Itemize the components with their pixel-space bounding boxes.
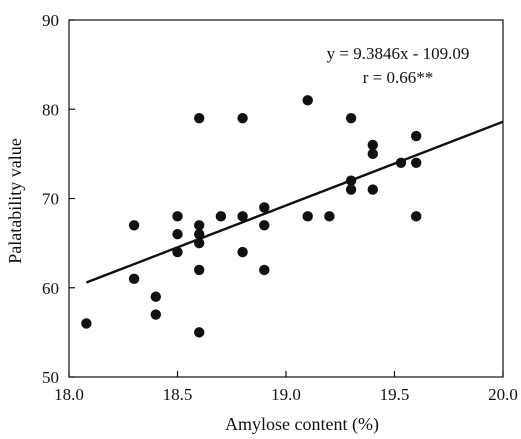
data-point (194, 264, 205, 276)
data-point (345, 175, 357, 186)
data-point (345, 184, 357, 195)
x-tick-label: 20.0 (488, 385, 518, 404)
data-point (411, 130, 422, 142)
data-point (172, 246, 183, 258)
data-point (172, 211, 183, 222)
y-tick-label: 60 (42, 279, 59, 298)
data-point (302, 211, 313, 222)
x-tick-label: 18.5 (163, 385, 193, 404)
data-point (194, 220, 205, 231)
data-point (345, 112, 357, 124)
data-point (150, 309, 161, 320)
data-point (172, 229, 183, 240)
data-point (237, 246, 248, 258)
data-point (237, 112, 248, 124)
data-points (81, 95, 422, 338)
regression-line (85, 120, 504, 284)
data-point (367, 148, 378, 160)
data-point (215, 211, 227, 222)
data-point (237, 211, 248, 222)
regression-equation: y = 9.3846x - 109.09 (327, 44, 470, 63)
trendline-group (85, 120, 504, 284)
x-tick-label: 18.0 (54, 385, 84, 404)
plot-area (68, 19, 504, 378)
y-axis-title: Palatability value (5, 138, 25, 263)
y-tick-label: 70 (42, 190, 59, 209)
data-point (128, 273, 140, 285)
data-point (194, 112, 205, 124)
x-axis-title: Amylose content (%) (225, 414, 379, 435)
data-point (259, 202, 270, 213)
data-point (194, 327, 205, 338)
y-tick-label: 80 (42, 100, 59, 119)
y-tick-label: 50 (42, 368, 59, 387)
data-point (259, 220, 270, 231)
x-tick-label: 19.5 (380, 385, 410, 404)
data-point (324, 211, 335, 222)
data-point (194, 229, 205, 240)
data-point (128, 220, 140, 231)
data-point (411, 211, 422, 222)
data-point (367, 139, 378, 151)
data-point (411, 157, 422, 168)
data-point (150, 291, 161, 302)
data-point (395, 157, 407, 168)
data-point (194, 237, 205, 249)
x-tick-label: 19.0 (271, 385, 301, 404)
axis-ticks (68, 19, 504, 378)
y-tick-label: 90 (42, 11, 59, 30)
data-point (302, 95, 313, 106)
data-point (259, 264, 270, 276)
data-point (81, 318, 92, 329)
plot-border (68, 19, 504, 378)
correlation-coefficient: r = 0.66** (363, 68, 434, 87)
data-point (367, 184, 378, 195)
axis-tick-labels: 18.0 18.5 19.0 19.5 20.0 50 60 70 80 90 (42, 11, 518, 404)
